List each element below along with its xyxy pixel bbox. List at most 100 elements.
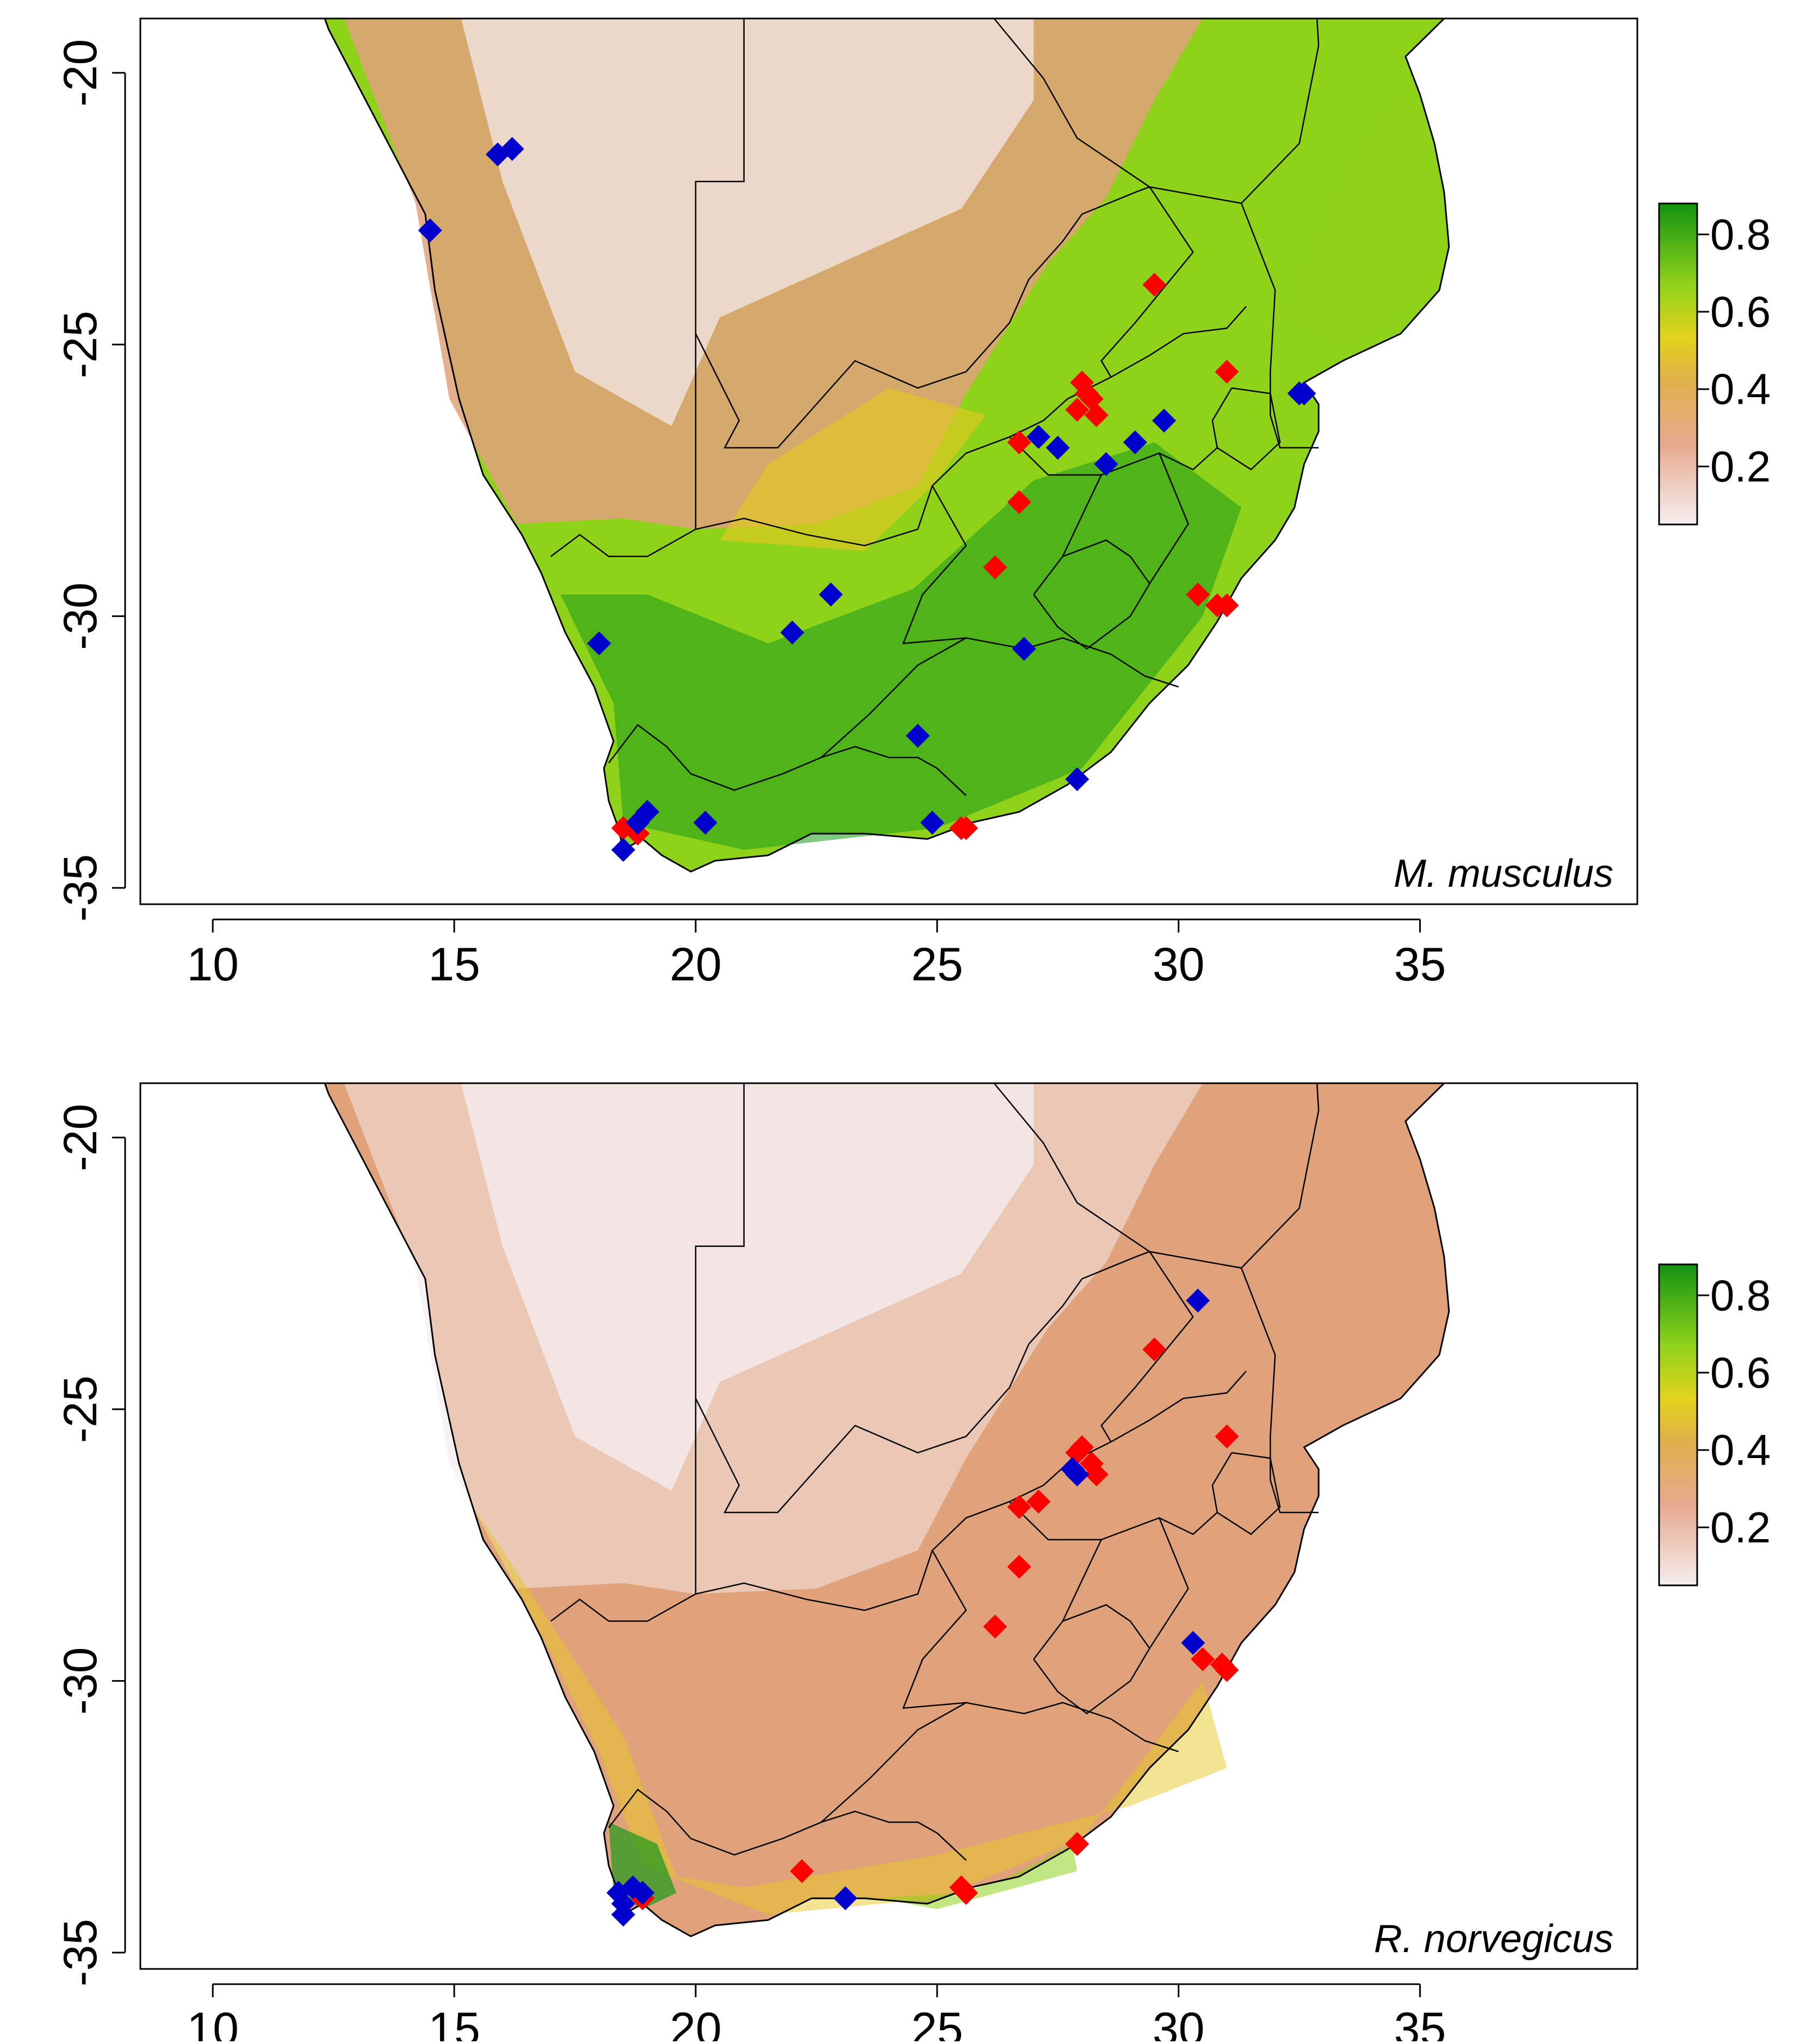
- blue-occurrence-marker: [611, 838, 635, 862]
- x-tick-label: 15: [428, 938, 480, 991]
- blue-occurrence-markers: [418, 137, 1316, 862]
- red-occurrence-marker: [1215, 1658, 1239, 1682]
- red-occurrence-marker: [1191, 1647, 1215, 1671]
- y-tick-label: -35: [54, 1919, 107, 1986]
- y-axis: -20 -25 -30 -35: [54, 1104, 126, 1986]
- x-tick-label: 10: [187, 938, 239, 991]
- x-tick-label: 30: [1153, 2003, 1205, 2041]
- colorbar-tick-label: 0.4: [1710, 1426, 1771, 1474]
- blue-occurrence-marker: [611, 1903, 635, 1927]
- y-tick-label: -25: [54, 1375, 107, 1443]
- suitability-zone: [461, 18, 1034, 427]
- border-line: [550, 18, 745, 558]
- blue-occurrence-marker: [1045, 436, 1070, 460]
- coastline: [324, 18, 1450, 873]
- x-tick-label: 15: [428, 2003, 480, 2041]
- border-line: [695, 18, 1152, 449]
- x-axis: 10 15 20 25 30 35: [187, 918, 1446, 991]
- y-tick-label: -30: [54, 1647, 107, 1715]
- colorbar-tick-label: 0.2: [1710, 1503, 1771, 1552]
- blue-occurrence-marker: [626, 811, 650, 835]
- red-occurrence-marker: [1007, 490, 1031, 514]
- suitability-zone: [560, 442, 1242, 850]
- map-panel-mus-musculus: 10 15 20 25 30 35 -20 -25 -30 -35 M. musculus 0.…: [54, 17, 1771, 991]
- suitability-zone: [1289, 100, 1435, 345]
- border-line: [608, 724, 967, 796]
- red-occurrence-marker: [983, 555, 1007, 579]
- blue-occurrence-marker: [693, 811, 717, 835]
- blue-occurrence-marker: [587, 631, 611, 656]
- colorbar-tick-label: 0.2: [1710, 442, 1771, 491]
- country-borders: [324, 18, 1450, 873]
- red-occurrence-marker: [1142, 1337, 1167, 1362]
- red-occurrence-marker: [1215, 360, 1239, 384]
- suitability-zone: [720, 388, 986, 551]
- suitability-highlights: [344, 1083, 1227, 1915]
- border-line: [820, 1702, 1179, 1823]
- x-tick-label: 25: [911, 2003, 963, 2041]
- y-axis: -20 -25 -30 -35: [54, 39, 126, 922]
- x-tick-label: 35: [1394, 938, 1446, 991]
- border-line: [902, 485, 967, 645]
- suitability-zone: [461, 1083, 1034, 1491]
- y-tick-label: -35: [54, 854, 107, 922]
- y-tick-label: -25: [54, 311, 107, 378]
- x-tick-label: 35: [1394, 2003, 1446, 2041]
- blue-occurrence-marker: [1065, 1462, 1090, 1487]
- red-occurrence-markers: [630, 1337, 1239, 1911]
- border-line: [1149, 453, 1189, 584]
- blue-occurrence-marker: [418, 218, 442, 243]
- x-tick-label: 20: [670, 938, 722, 991]
- country-borders: [324, 1083, 1450, 1937]
- x-tick-label: 10: [187, 2003, 239, 2041]
- red-occurrence-marker: [1026, 1490, 1051, 1514]
- x-tick-label: 25: [911, 938, 963, 991]
- x-tick-label: 20: [670, 2003, 722, 2041]
- colorbar-tick-label: 0.8: [1710, 1271, 1771, 1319]
- colorbar-gradient: [1658, 1263, 1698, 1586]
- red-occurrence-marker: [1084, 403, 1109, 428]
- blue-occurrence-marker: [906, 724, 930, 748]
- red-occurrence-marker: [790, 1859, 814, 1884]
- x-tick-label: 30: [1153, 938, 1205, 991]
- blue-occurrence-marker: [819, 582, 843, 607]
- blue-occurrence-marker: [1094, 452, 1118, 476]
- species-label: M. musculus: [1394, 852, 1613, 896]
- map-area: [324, 1083, 1450, 1937]
- blue-occurrence-marker: [1065, 767, 1090, 792]
- border-line: [1241, 1083, 1320, 1269]
- red-occurrence-marker: [1084, 1462, 1109, 1487]
- red-occurrence-marker: [1007, 1495, 1031, 1520]
- border-line: [1100, 186, 1194, 378]
- blue-occurrence-marker: [500, 137, 524, 161]
- blue-occurrence-marker: [780, 620, 805, 645]
- red-occurrence-marker: [1186, 582, 1210, 607]
- border-line: [1100, 1251, 1194, 1442]
- colorbar-gradient: [1658, 202, 1698, 526]
- blue-occurrence-marker: [630, 1881, 655, 1905]
- map-panel-rattus-norvegicus: 10 15 20 25 30 35 -20-25-30-35 R. norvegicus …: [54, 1082, 1771, 2044]
- border-line: [1241, 18, 1320, 204]
- suitability-highlights: [344, 18, 1435, 850]
- blue-occurrence-marker: [1186, 1288, 1210, 1313]
- red-occurrence-marker: [983, 1614, 1007, 1639]
- border-line: [550, 1083, 745, 1622]
- red-occurrence-marker: [1215, 1424, 1239, 1449]
- colorbar-tick-label: 0.6: [1710, 1349, 1771, 1397]
- red-occurrence-marker: [1074, 381, 1099, 406]
- blue-occurrence-marker: [1012, 637, 1036, 661]
- red-occurrence-markers: [611, 273, 1239, 846]
- red-occurrence-marker: [954, 816, 979, 841]
- suitability-zone: [879, 1844, 1078, 1910]
- blue-occurrence-marker: [1292, 381, 1316, 406]
- coastline: [324, 1083, 1450, 1937]
- border-line: [1149, 1517, 1189, 1649]
- colorbar: 0.8 0.6 0.4 0.2: [1658, 202, 1771, 526]
- red-occurrence-marker: [1065, 398, 1090, 422]
- colorbar-tick-label: 0.4: [1710, 365, 1771, 413]
- border-line: [902, 1550, 967, 1709]
- blue-occurrence-marker: [1026, 425, 1051, 449]
- x-axis: 10 15 20 25 30 35: [187, 1983, 1446, 2044]
